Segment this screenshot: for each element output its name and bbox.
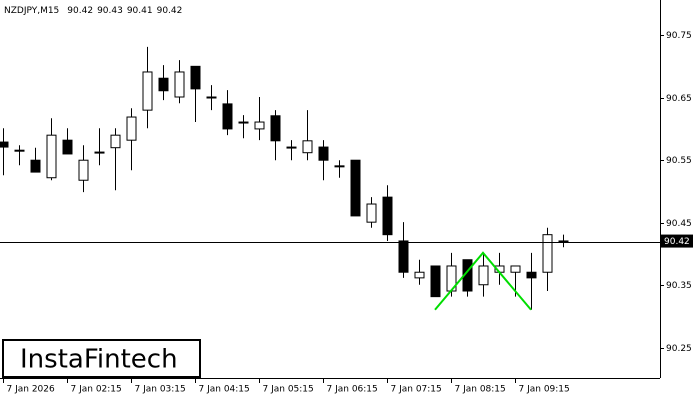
candle-body xyxy=(78,159,89,181)
last-price-box xyxy=(661,234,693,248)
x-tick-label: 7 Jan 06:15 xyxy=(327,385,378,395)
header-close: 90.42 xyxy=(157,6,183,16)
x-tick-label: 7 Jan 03:15 xyxy=(135,385,186,395)
candle-body xyxy=(382,196,393,236)
candle-body xyxy=(526,271,537,279)
candle-body xyxy=(126,116,137,141)
candle-body xyxy=(206,96,217,99)
candle-body xyxy=(238,121,249,124)
x-tick-label: 7 Jan 2026 xyxy=(7,385,55,395)
candle-body xyxy=(270,115,281,142)
logo: InstaFintech xyxy=(20,345,178,375)
candle-body xyxy=(478,265,489,286)
candle-body xyxy=(14,149,25,152)
candle-body xyxy=(46,134,57,179)
candle-body xyxy=(62,139,73,155)
x-tick-label: 7 Jan 04:15 xyxy=(199,385,250,395)
y-tick-label: 90.75 xyxy=(666,31,692,41)
x-tick-label: 7 Jan 09:15 xyxy=(519,385,570,395)
x-tick-label: 7 Jan 02:15 xyxy=(71,385,122,395)
candle-body xyxy=(0,141,9,148)
y-tick-label: 90.35 xyxy=(666,281,692,291)
candle-body xyxy=(30,159,41,173)
y-tick-label: 90.25 xyxy=(666,344,692,354)
candle-body xyxy=(542,234,553,273)
candle-body xyxy=(398,240,409,273)
x-tick-label: 7 Jan 08:15 xyxy=(455,385,506,395)
y-tick-label: 90.45 xyxy=(666,219,692,229)
candle-body xyxy=(222,103,233,130)
header-high: 90.43 xyxy=(97,6,123,16)
candle-body xyxy=(302,140,313,154)
candle-body xyxy=(254,121,265,130)
candle-body xyxy=(366,203,377,223)
candle-body xyxy=(558,240,569,243)
candle-body xyxy=(430,265,441,298)
candle-body xyxy=(110,134,121,149)
logo-box xyxy=(2,339,201,378)
candle-body xyxy=(510,265,521,273)
chart-header: NZDJPY,M15 90.42 90.43 90.41 90.42 xyxy=(4,6,182,16)
candle-body xyxy=(190,65,201,90)
candle-body xyxy=(142,71,153,111)
x-tick-label: 7 Jan 07:15 xyxy=(391,385,442,395)
x-tick-label: 7 Jan 05:15 xyxy=(263,385,314,395)
candle-body xyxy=(174,71,185,98)
candle-body xyxy=(334,165,345,168)
y-tick-label: 90.55 xyxy=(666,156,692,166)
pattern-line xyxy=(434,251,532,311)
y-tick-label: 90.65 xyxy=(666,94,692,104)
symbol: NZDJPY,M15 xyxy=(4,6,59,16)
candle-body xyxy=(350,159,361,217)
candle-body xyxy=(318,146,329,161)
last-price-label: 90.42 xyxy=(664,237,690,247)
candle-body xyxy=(158,77,169,92)
header-low: 90.41 xyxy=(127,6,153,16)
candle-body xyxy=(414,271,425,279)
candle-body xyxy=(94,151,105,154)
candle-body xyxy=(286,146,297,149)
header-open: 90.42 xyxy=(67,6,93,16)
